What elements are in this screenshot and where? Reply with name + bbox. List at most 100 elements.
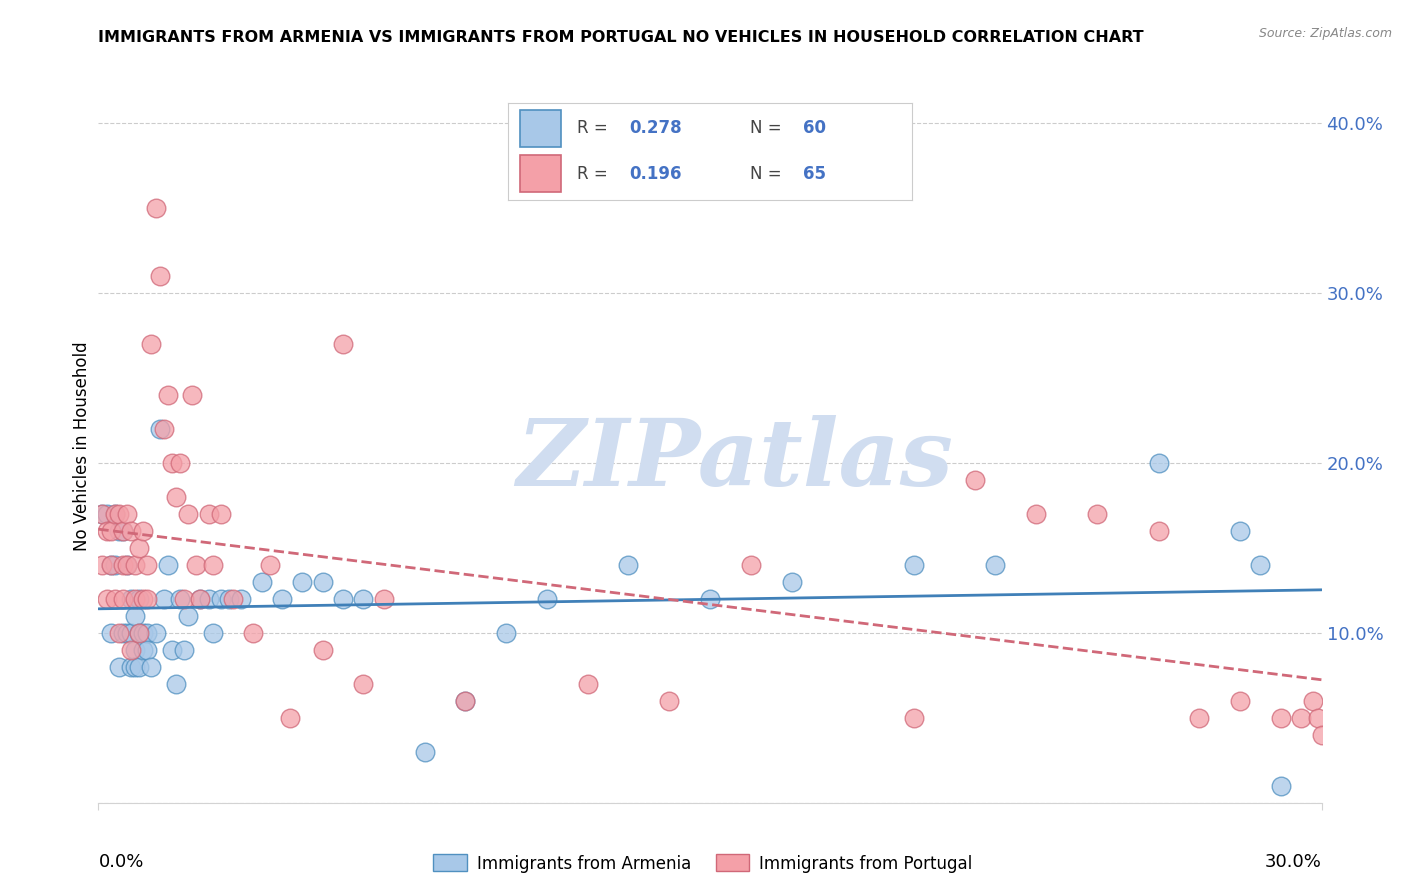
- Point: [1085, 507, 1108, 521]
- Point: [91, 507, 114, 521]
- Point: [201, 626, 224, 640]
- Point: [91, 507, 114, 521]
- Point: [108, 507, 131, 521]
- Point: [149, 422, 172, 436]
- Point: [1229, 694, 1251, 708]
- Point: [740, 558, 762, 572]
- Point: [132, 591, 155, 606]
- Point: [145, 626, 167, 640]
- Point: [108, 626, 131, 640]
- Point: [111, 524, 134, 538]
- Point: [104, 507, 127, 521]
- Point: [259, 558, 281, 572]
- Point: [209, 507, 232, 521]
- Point: [111, 626, 134, 640]
- Point: [177, 507, 200, 521]
- Point: [124, 608, 146, 623]
- Point: [231, 591, 253, 606]
- Point: [173, 591, 195, 606]
- Point: [454, 694, 477, 708]
- Point: [108, 524, 131, 538]
- Point: [1302, 694, 1324, 708]
- Point: [454, 694, 477, 708]
- Point: [495, 626, 517, 640]
- Point: [1147, 524, 1170, 538]
- Point: [201, 558, 224, 572]
- Point: [120, 660, 142, 674]
- Point: [617, 558, 640, 572]
- Point: [242, 626, 264, 640]
- Point: [100, 524, 122, 538]
- Point: [132, 524, 155, 538]
- Point: [250, 574, 273, 589]
- Point: [1270, 711, 1292, 725]
- Point: [141, 337, 163, 351]
- Point: [1188, 711, 1211, 725]
- Point: [1310, 728, 1333, 742]
- Point: [136, 591, 159, 606]
- Point: [100, 626, 122, 640]
- Point: [96, 524, 118, 538]
- Point: [699, 591, 721, 606]
- Point: [100, 558, 122, 572]
- Point: [115, 558, 138, 572]
- Point: [291, 574, 314, 589]
- Point: [373, 591, 395, 606]
- Point: [111, 558, 134, 572]
- Point: [128, 626, 150, 640]
- Point: [197, 591, 219, 606]
- Point: [104, 591, 127, 606]
- Point: [145, 201, 167, 215]
- Point: [1025, 507, 1047, 521]
- Point: [278, 711, 301, 725]
- Point: [160, 456, 183, 470]
- Text: IMMIGRANTS FROM ARMENIA VS IMMIGRANTS FROM PORTUGAL NO VEHICLES IN HOUSEHOLD COR: IMMIGRANTS FROM ARMENIA VS IMMIGRANTS FR…: [98, 29, 1144, 45]
- Point: [108, 660, 131, 674]
- Point: [1229, 524, 1251, 538]
- Point: [1291, 711, 1313, 725]
- Point: [173, 643, 195, 657]
- Point: [115, 626, 138, 640]
- Point: [1147, 456, 1170, 470]
- Text: ZIPatlas: ZIPatlas: [516, 416, 953, 505]
- Point: [188, 591, 212, 606]
- Point: [156, 388, 179, 402]
- Point: [141, 660, 163, 674]
- Point: [96, 507, 118, 521]
- Point: [332, 337, 354, 351]
- Point: [186, 558, 208, 572]
- Point: [312, 643, 335, 657]
- Legend: Immigrants from Armenia, Immigrants from Portugal: Immigrants from Armenia, Immigrants from…: [427, 847, 979, 880]
- Point: [111, 524, 134, 538]
- Point: [115, 507, 138, 521]
- Point: [197, 507, 219, 521]
- Point: [120, 524, 142, 538]
- Point: [903, 711, 925, 725]
- Point: [218, 591, 240, 606]
- Point: [188, 591, 212, 606]
- Point: [132, 626, 155, 640]
- Point: [149, 269, 172, 284]
- Point: [96, 591, 118, 606]
- Point: [124, 558, 146, 572]
- Point: [111, 591, 134, 606]
- Point: [576, 677, 599, 691]
- Point: [128, 626, 150, 640]
- Point: [658, 694, 681, 708]
- Point: [128, 541, 150, 555]
- Point: [152, 591, 174, 606]
- Point: [120, 643, 142, 657]
- Point: [181, 388, 204, 402]
- Point: [169, 591, 191, 606]
- Point: [332, 591, 354, 606]
- Point: [780, 574, 803, 589]
- Point: [115, 558, 138, 572]
- Point: [128, 660, 150, 674]
- Point: [165, 490, 187, 504]
- Point: [120, 591, 142, 606]
- Point: [1306, 711, 1329, 725]
- Point: [903, 558, 925, 572]
- Point: [352, 677, 374, 691]
- Point: [124, 660, 146, 674]
- Point: [270, 591, 294, 606]
